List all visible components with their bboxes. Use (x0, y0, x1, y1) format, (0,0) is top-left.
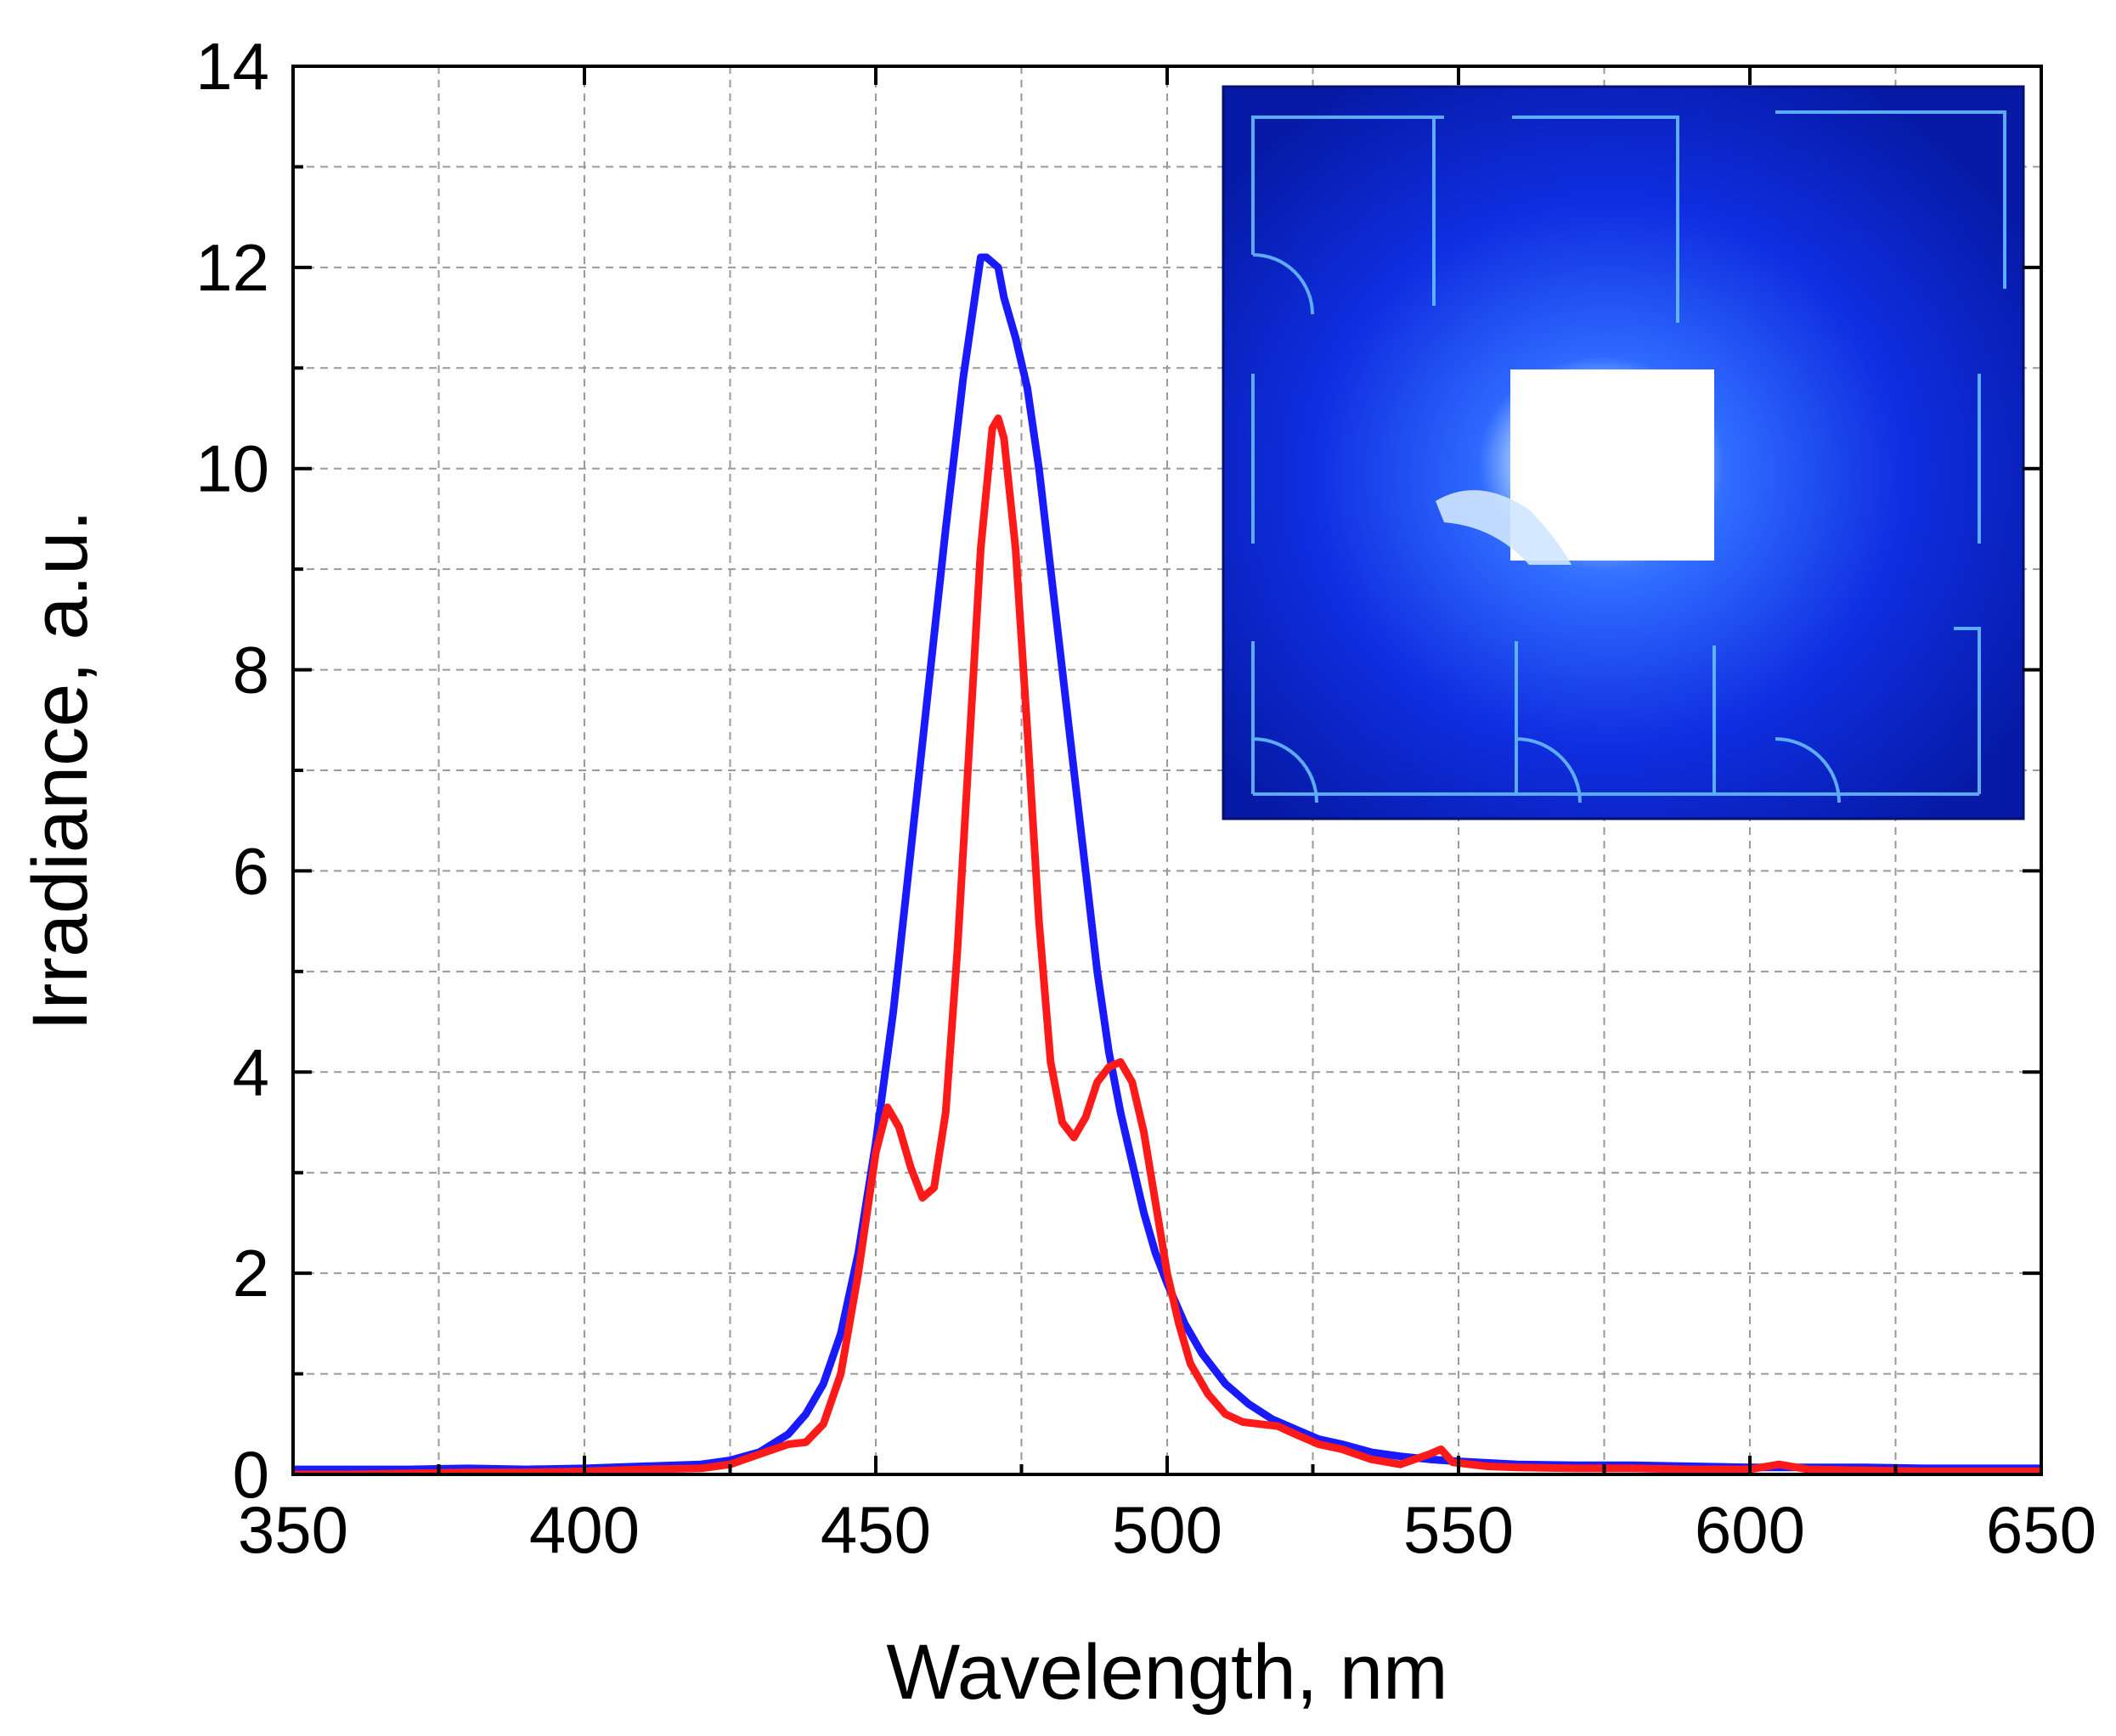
x-tick-label: 500 (1112, 1492, 1222, 1567)
y-tick-label: 0 (233, 1437, 269, 1512)
y-tick-label: 6 (233, 833, 269, 908)
y-tick-label: 12 (195, 230, 269, 305)
y-tick-label: 14 (195, 29, 269, 104)
series-lines (293, 253, 2041, 1474)
x-tick-label: 350 (238, 1492, 348, 1567)
x-tick-label: 550 (1403, 1492, 1514, 1567)
x-tick-label: 650 (1986, 1492, 2096, 1567)
y-axis-title: Irradiance, a.u. (17, 510, 104, 1031)
series-line-red-spectrum (293, 414, 2041, 1474)
inset-photo (1222, 85, 2025, 820)
y-tick-label: 2 (233, 1236, 269, 1310)
y-tick-label: 4 (233, 1034, 269, 1109)
x-tick-label: 600 (1695, 1492, 1805, 1567)
x-tick-label: 450 (821, 1492, 931, 1567)
y-tick-label: 8 (233, 633, 269, 707)
inset-glow-spill (1436, 490, 1571, 565)
y-tick-label: 10 (195, 431, 269, 506)
inset-cell-outlines (1251, 110, 2006, 803)
x-tick-label: 400 (529, 1492, 640, 1567)
axis-ticks: 350 400 450 500 550 600 650 0 2 4 6 8 10 12 14 (195, 29, 2096, 1567)
x-axis-title: Wavelength, nm (886, 1629, 1447, 1716)
